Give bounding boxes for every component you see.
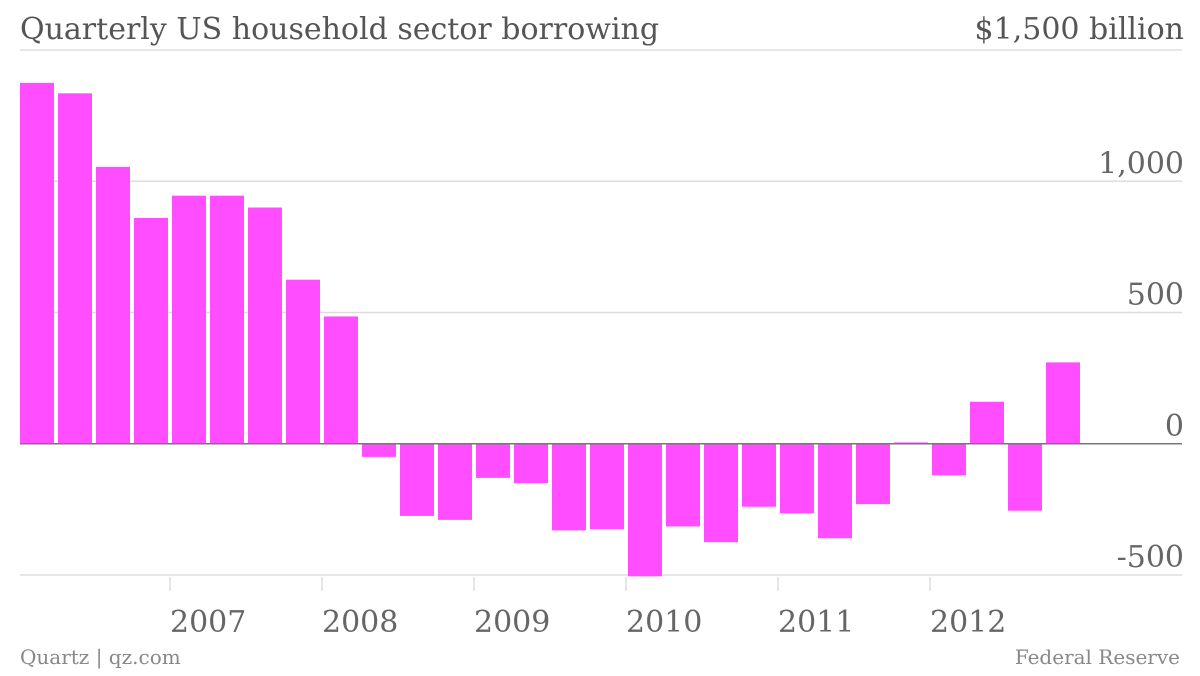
- y-tick-label: -500: [1117, 540, 1184, 575]
- bar: [970, 401, 1004, 444]
- bar: [20, 82, 54, 444]
- bar: [856, 443, 890, 505]
- gridlines: [20, 49, 1182, 576]
- bar: [324, 316, 358, 444]
- bar: [742, 443, 776, 507]
- bar: [552, 443, 586, 531]
- bar: [1046, 362, 1080, 444]
- bar: [590, 443, 624, 530]
- bar: [210, 195, 244, 444]
- bar: [96, 166, 130, 444]
- bar: [58, 93, 92, 444]
- x-tick-labels: 2007 2008 2009 2010 2011 2012: [169, 577, 1006, 640]
- bar: [628, 443, 662, 577]
- bar: [438, 443, 472, 520]
- source-label: Federal Reserve: [1014, 645, 1180, 669]
- bar: [1008, 443, 1042, 511]
- x-tick-label: 2010: [626, 605, 702, 640]
- bar: [932, 443, 966, 476]
- bar: [476, 443, 510, 478]
- bar: [134, 218, 168, 444]
- x-tick-label: 2011: [778, 605, 854, 640]
- x-tick-label: 2008: [322, 605, 398, 640]
- x-tick-label: 2009: [474, 605, 550, 640]
- y-tick-label: 0: [1165, 409, 1184, 444]
- y-axis-units-label: $1,500 billion: [974, 12, 1184, 47]
- bar: [666, 443, 700, 527]
- credit-label: Quartz | qz.com: [20, 645, 181, 669]
- chart-title: Quarterly US household sector borrowing: [20, 12, 660, 47]
- bar: [704, 443, 738, 543]
- y-tick-label: 1,000: [1098, 146, 1184, 181]
- y-tick-labels: -500 0 500 1,000: [1098, 146, 1184, 575]
- x-tick-label: 2012: [930, 605, 1006, 640]
- bar: [172, 195, 206, 444]
- bar: [818, 443, 852, 539]
- bar: [400, 443, 434, 516]
- bar: [514, 443, 548, 484]
- y-tick-label: 500: [1127, 278, 1184, 313]
- x-tick-label: 2007: [170, 605, 246, 640]
- bar: [362, 443, 396, 457]
- bar: [286, 279, 320, 444]
- bar: [248, 207, 282, 444]
- bar: [780, 443, 814, 514]
- bars: [20, 82, 1080, 577]
